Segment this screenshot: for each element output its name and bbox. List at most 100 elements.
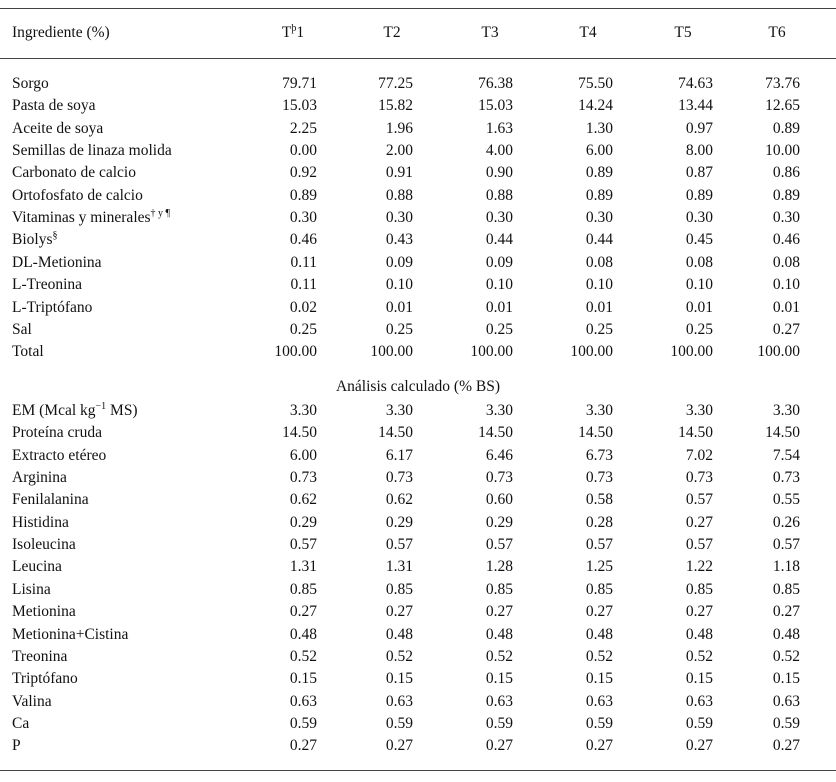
row-label: L-Treonina [12, 276, 83, 294]
cell-value: 0.11 [290, 276, 317, 294]
cell-value: 8.00 [685, 142, 713, 160]
cell-value: 0.88 [385, 186, 413, 204]
cell-value: 1.28 [485, 558, 513, 576]
cell-value: 1.31 [289, 558, 317, 576]
cell-value: 0.60 [485, 491, 513, 509]
cell-value: 0.59 [685, 714, 713, 732]
cell-value: 14.50 [282, 424, 317, 442]
cell-value: 0.25 [485, 320, 513, 338]
cell-value: 0.88 [485, 186, 513, 204]
cell-value: 0.10 [772, 276, 800, 294]
cell-value: 0.73 [289, 469, 317, 487]
cell-value: 0.15 [485, 670, 513, 688]
cell-value: 0.73 [585, 469, 613, 487]
cell-value: 0.89 [585, 164, 613, 182]
cell-value: 0.08 [772, 253, 800, 271]
cell-value: 0.46 [289, 231, 317, 249]
cell-value: 0.57 [385, 536, 413, 554]
cell-value: 0.29 [485, 513, 513, 531]
column-header: Ingrediente (%) [12, 24, 110, 41]
cell-value: 0.30 [485, 209, 513, 227]
cell-value: 74.63 [678, 75, 713, 92]
cell-value: 0.73 [772, 469, 800, 487]
cell-value: 0.85 [772, 580, 800, 598]
cell-value: 0.87 [685, 164, 713, 182]
cell-value: 0.85 [485, 580, 513, 598]
row-label: P [12, 737, 21, 755]
cell-value: 0.62 [385, 491, 413, 509]
cell-value: 0.27 [485, 603, 513, 621]
cell-value: 0.00 [289, 142, 317, 160]
cell-value: 0.27 [685, 513, 713, 531]
top-rule [0, 8, 836, 9]
cell-value: 0.27 [772, 320, 800, 338]
cell-value: 1.18 [772, 558, 800, 576]
row-label-text: EM (Mcal kg [12, 402, 96, 419]
cell-value: 0.52 [385, 647, 413, 665]
cell-value: 0.57 [685, 536, 713, 554]
cell-value: 0.92 [289, 164, 317, 182]
cell-value: 0.27 [385, 737, 413, 755]
row-label-sup: § [52, 230, 58, 242]
cell-value: 0.45 [685, 231, 713, 249]
row-label: Ca [12, 714, 30, 732]
cell-value: 14.50 [478, 424, 513, 442]
column-header: T6 [768, 24, 786, 41]
cell-value: 0.63 [485, 692, 513, 710]
row-label: Aceite de soya [12, 119, 104, 137]
column-header: Tþ1 [253, 23, 333, 43]
cell-value: 79.71 [282, 75, 317, 92]
cell-value: 0.10 [685, 276, 713, 294]
cell-value: 0.59 [385, 714, 413, 732]
cell-value: 100.00 [370, 343, 413, 361]
row-label: Biolys§ [12, 230, 57, 250]
section-title: Análisis calculado (% BS) [0, 377, 836, 397]
section-title-text: Análisis calculado (% BS) [335, 378, 500, 395]
cell-value: 0.09 [485, 253, 513, 271]
cell-value: 0.27 [385, 603, 413, 621]
cell-value: 0.89 [585, 186, 613, 204]
cell-value: 0.63 [585, 692, 613, 710]
row-label: Ortofosfato de calcio [12, 186, 143, 204]
cell-value: 0.48 [685, 625, 713, 643]
cell-value: 0.52 [485, 647, 513, 665]
cell-value: 0.63 [385, 692, 413, 710]
cell-value: 1.25 [585, 558, 613, 576]
cell-value: 0.73 [685, 469, 713, 487]
cell-value: 0.52 [289, 647, 317, 665]
row-label: Metionina+Cistina [12, 625, 129, 643]
cell-value: 0.44 [585, 231, 613, 249]
cell-value: 0.58 [585, 491, 613, 509]
cell-value: 0.73 [385, 469, 413, 487]
cell-value: 0.48 [289, 625, 317, 643]
cell-value: 3.30 [385, 402, 413, 419]
cell-value: 0.27 [585, 603, 613, 621]
cell-value: 3.30 [772, 402, 800, 419]
cell-value: 0.11 [290, 253, 317, 271]
cell-value: 4.00 [485, 142, 513, 160]
cell-value: 0.63 [685, 692, 713, 710]
cell-value: 0.15 [289, 670, 317, 688]
column-header-after: 1 [296, 24, 305, 41]
cell-value: 0.28 [585, 513, 613, 531]
cell-value: 0.01 [385, 298, 413, 316]
row-label-sup: † y ¶ [150, 208, 171, 220]
cell-value: 15.03 [478, 97, 513, 115]
cell-value: 0.85 [385, 580, 413, 598]
row-label: Semillas de linaza molida [12, 142, 172, 160]
row-label-after: MS) [106, 402, 138, 419]
row-label-text: Biolys [12, 231, 53, 249]
cell-value: 0.27 [772, 737, 800, 755]
cell-value: 0.57 [772, 536, 800, 554]
cell-value: 0.57 [685, 491, 713, 509]
row-label: Histidina [12, 513, 69, 531]
row-label: Fenilalanina [12, 491, 89, 509]
cell-value: 0.27 [685, 603, 713, 621]
cell-value: 0.73 [485, 469, 513, 487]
cell-value: 100.00 [470, 343, 513, 361]
cell-value: 0.15 [585, 670, 613, 688]
cell-value: 0.25 [385, 320, 413, 338]
cell-value: 0.48 [385, 625, 413, 643]
cell-value: 0.30 [289, 209, 317, 227]
